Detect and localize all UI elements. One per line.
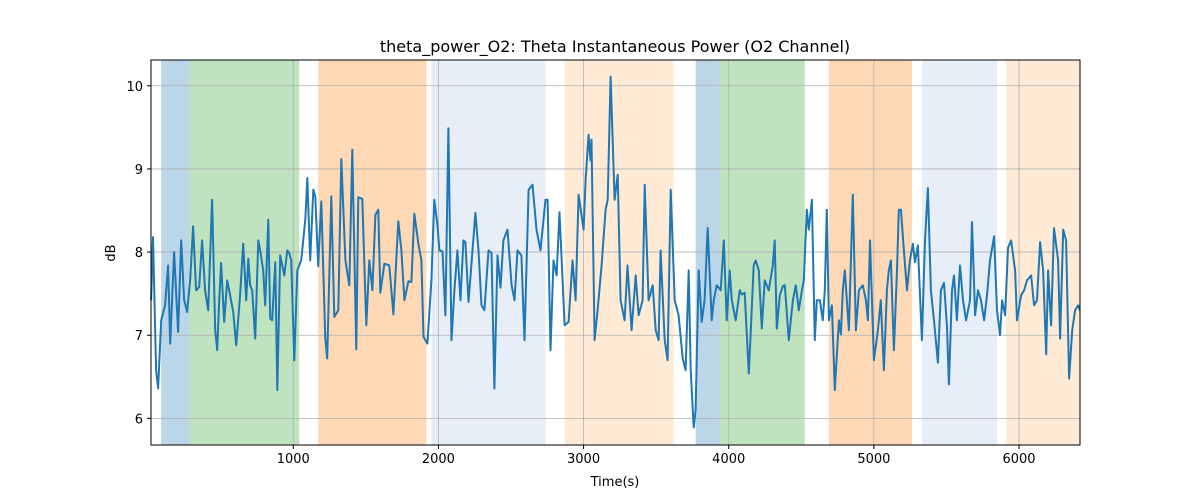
y-tick-label: 6 <box>135 412 143 427</box>
span-regions <box>161 60 1080 445</box>
x-tick-label: 5000 <box>857 452 890 467</box>
chart-title: theta_power_O2: Theta Instantaneous Powe… <box>380 37 850 57</box>
y-tick-label: 7 <box>135 329 143 344</box>
theta-power-series-line <box>150 75 1081 429</box>
y-tick-label: 8 <box>135 246 143 261</box>
span-region <box>695 60 720 445</box>
span-region <box>318 60 427 445</box>
y-axis-label: dB <box>104 244 119 261</box>
span-region <box>1005 60 1080 445</box>
span-region <box>719 60 805 445</box>
x-axis-label: Time(s) <box>590 475 640 490</box>
x-tick-label: 6000 <box>1002 452 1035 467</box>
x-axis-ticks: 1000 2000 3000 4000 5000 6000 <box>277 445 1036 467</box>
x-tick-label: 1000 <box>277 452 310 467</box>
x-tick-label: 2000 <box>422 452 455 467</box>
y-axis-ticks: 6 7 8 9 10 <box>126 80 151 427</box>
x-tick-label: 4000 <box>712 452 745 467</box>
span-region <box>921 60 997 445</box>
span-region <box>161 60 190 445</box>
x-tick-label: 3000 <box>567 452 600 467</box>
series-line-group <box>150 75 1081 429</box>
y-tick-label: 9 <box>135 163 143 178</box>
grid-lines <box>151 60 1080 445</box>
y-tick-label: 10 <box>126 80 143 95</box>
